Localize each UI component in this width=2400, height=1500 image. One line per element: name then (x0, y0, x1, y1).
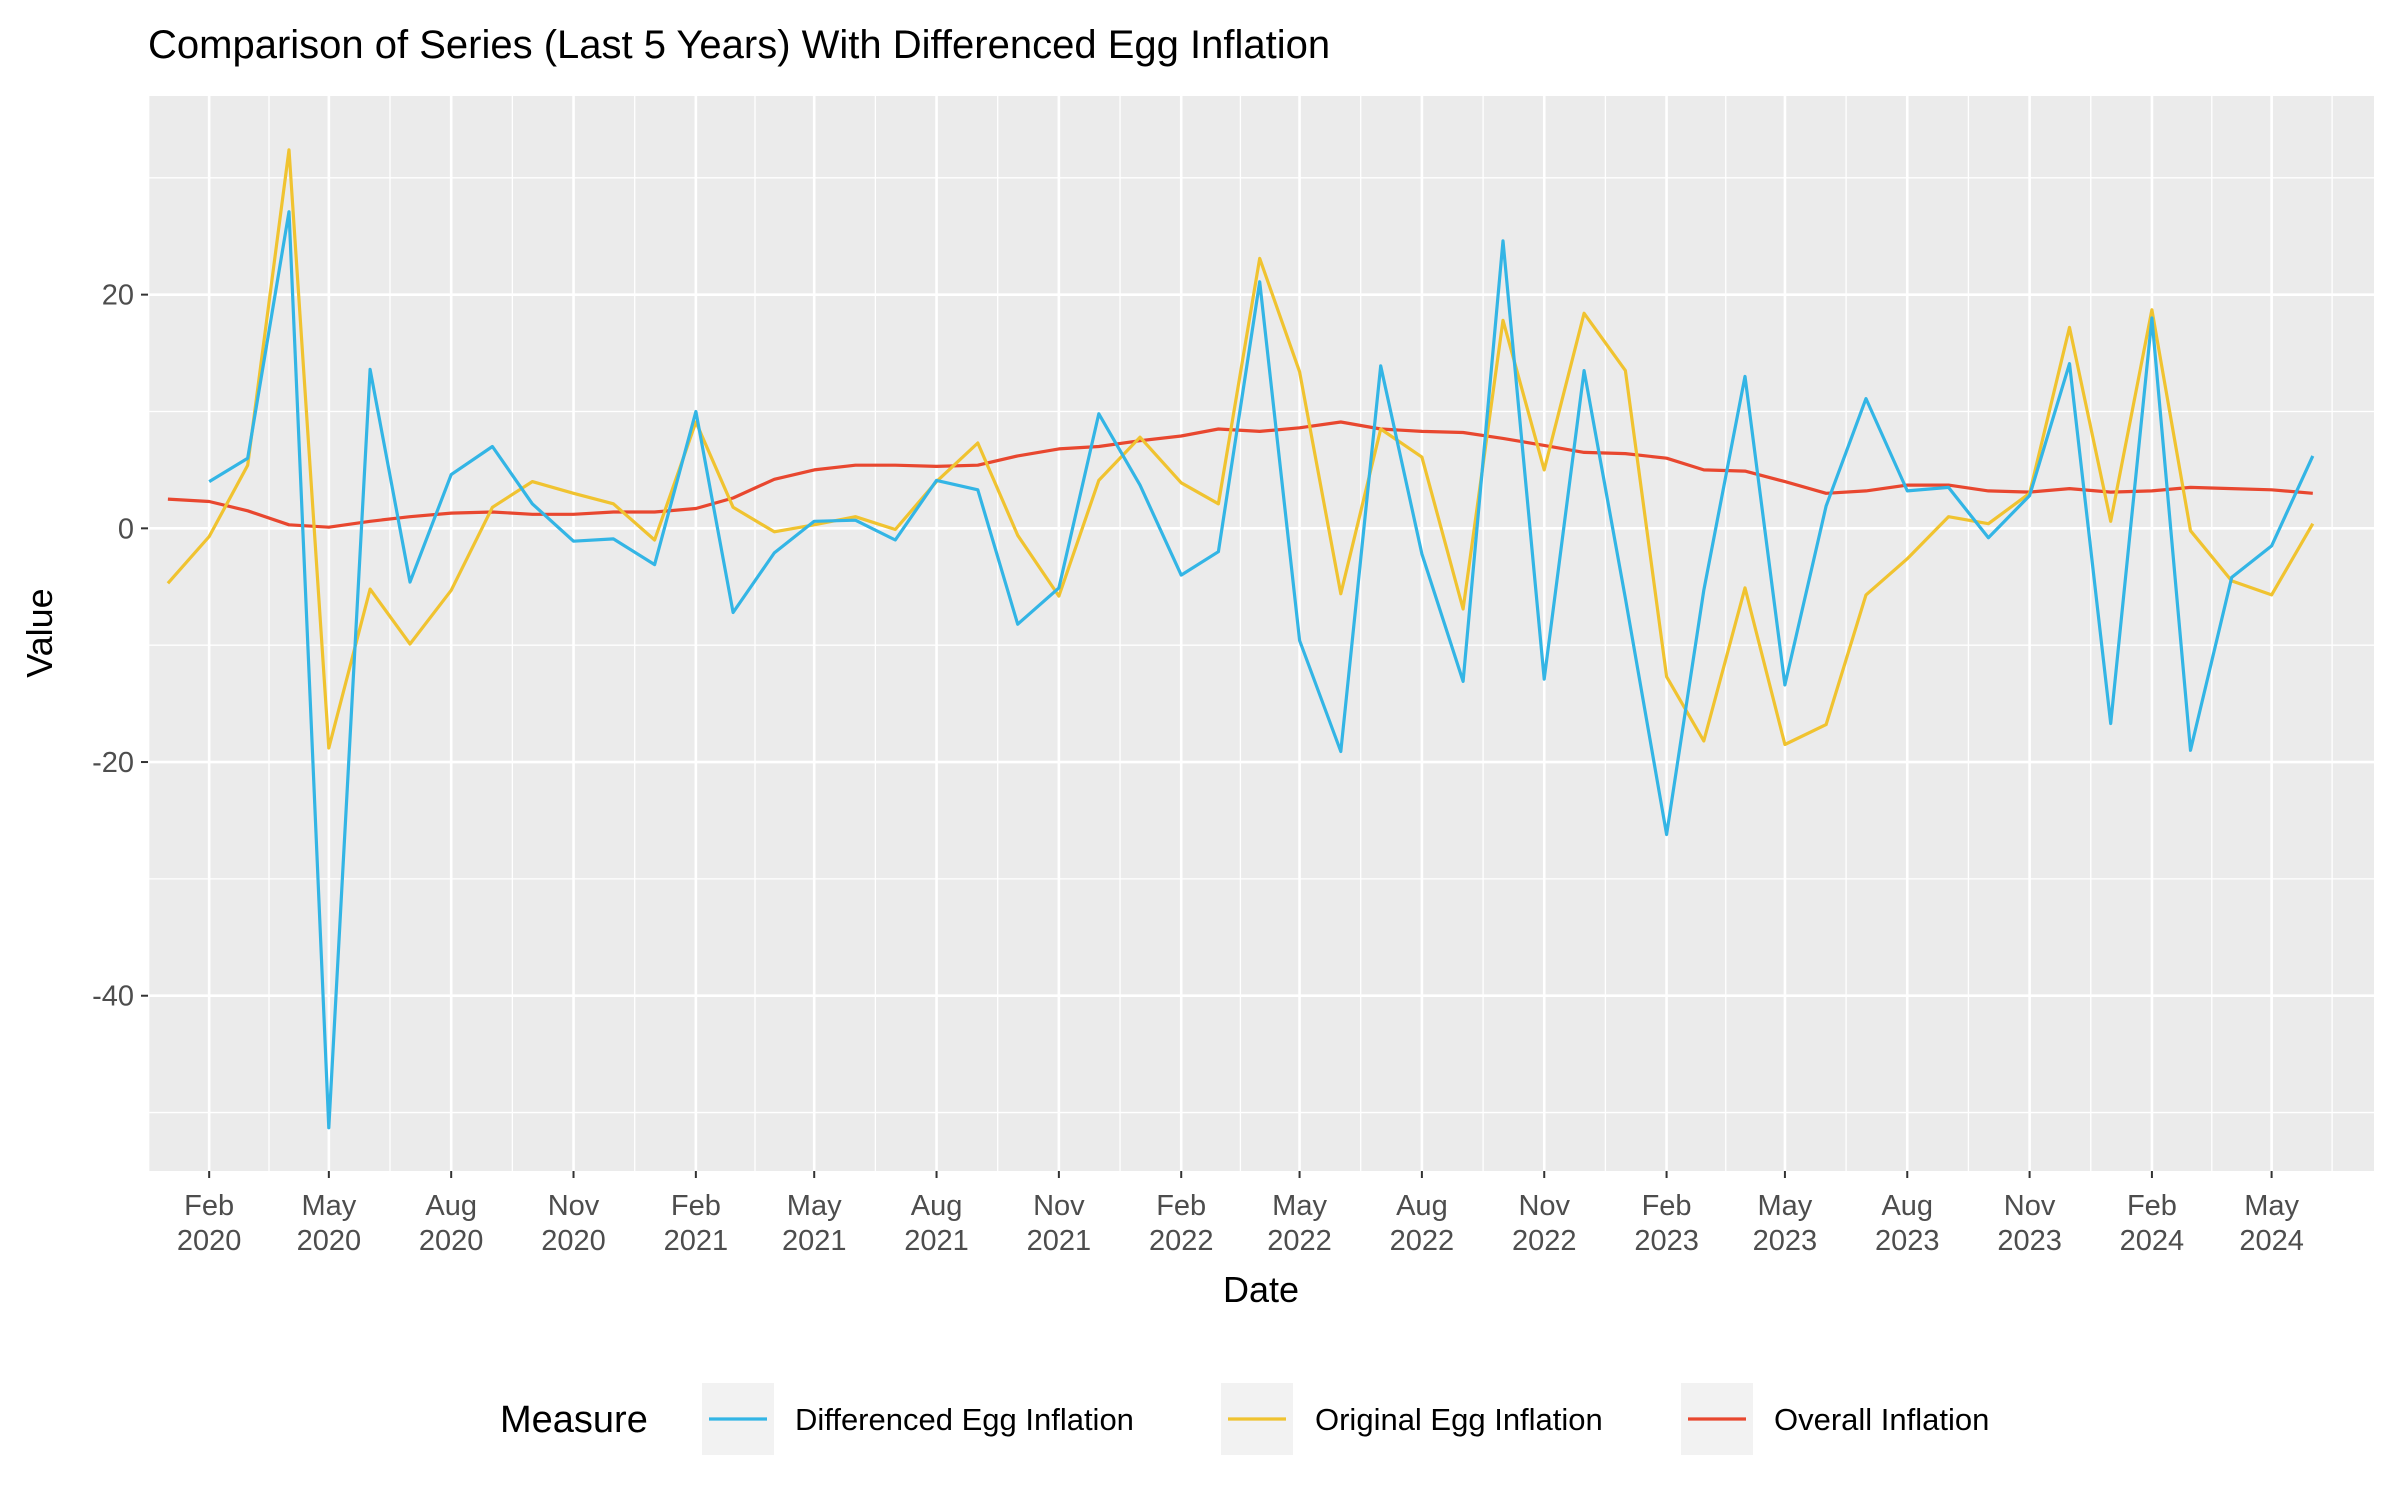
legend-key-original-egg-inflation (1221, 1383, 1293, 1455)
minor-gridlines (148, 96, 2374, 1171)
y-axis-title: Value (19, 588, 60, 677)
series-line-original-egg-inflation (166, 148, 2315, 750)
x-tick-label: Nov 2021 (1027, 1190, 1092, 1257)
y-tick-label: -40 (92, 981, 134, 1013)
series-line-differenced-egg-inflation (208, 210, 2315, 1130)
x-tick-label: Feb 2021 (664, 1190, 729, 1257)
y-axis: 20 0 -20 -40 (92, 280, 148, 1013)
x-tick-label: May 2021 (782, 1190, 847, 1257)
x-tick-label: Aug 2022 (1390, 1190, 1455, 1257)
x-tick-label: May 2020 (297, 1190, 362, 1257)
x-tick-label: Feb 2023 (1634, 1190, 1699, 1257)
legend-label-overall-inflation: Overall Inflation (1774, 1402, 1989, 1437)
x-tick-label: Aug 2020 (419, 1190, 484, 1257)
x-tick-label: Aug 2023 (1875, 1190, 1940, 1257)
legend-label-differenced-egg-inflation: Differenced Egg Inflation (795, 1402, 1134, 1437)
series-line-overall-inflation (167, 420, 2313, 529)
series-lines (166, 148, 2315, 1130)
legend-title: Measure (500, 1399, 648, 1441)
x-axis-title: Date (1223, 1269, 1299, 1310)
x-tick-label: Aug 2021 (904, 1190, 969, 1257)
y-tick-label: -20 (92, 747, 134, 779)
x-tick-label: Feb 2020 (177, 1190, 242, 1257)
x-tick-label: Nov 2023 (1997, 1190, 2062, 1257)
legend-label-original-egg-inflation: Original Egg Inflation (1315, 1402, 1603, 1437)
x-tick-label: May 2023 (1753, 1190, 1818, 1257)
x-axis: Feb 2020 May 2020 Aug 2020 Nov 2020 Feb 2021 May 20… (177, 1171, 2304, 1257)
legend: Measure Differenced Egg Inflation Origina… (500, 1383, 1989, 1455)
x-tick-label: Feb 2024 (2120, 1190, 2185, 1257)
y-tick-label: 0 (118, 513, 134, 545)
plot-panel (148, 96, 2374, 1171)
x-tick-label: May 2022 (1267, 1190, 1332, 1257)
x-tick-label: May 2024 (2239, 1190, 2304, 1257)
y-tick-label: 20 (102, 280, 134, 312)
legend-key-overall-inflation (1681, 1383, 1753, 1455)
x-tick-label: Nov 2022 (1512, 1190, 1577, 1257)
chart-title: Comparison of Series (Last 5 Years) With… (148, 23, 1330, 67)
x-tick-label: Nov 2020 (541, 1190, 606, 1257)
legend-key-differenced-egg-inflation (702, 1383, 774, 1455)
x-tick-label: Feb 2022 (1149, 1190, 1214, 1257)
